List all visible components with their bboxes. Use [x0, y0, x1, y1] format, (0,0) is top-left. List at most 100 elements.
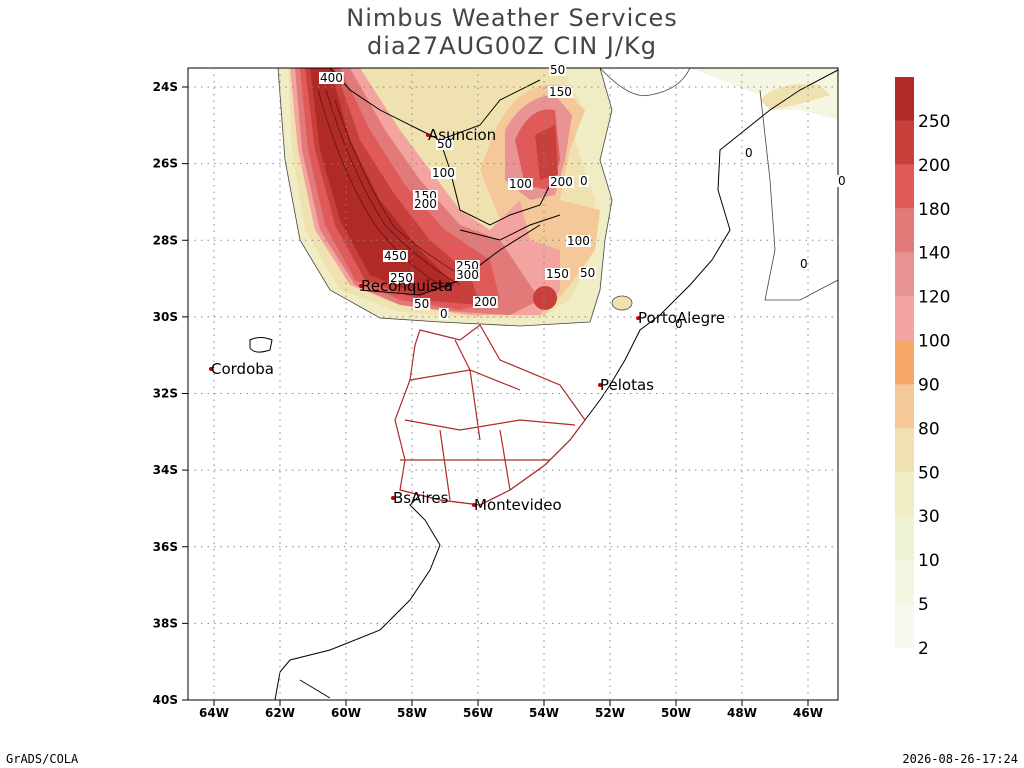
contour-label: 50 — [550, 63, 565, 77]
colorbar-label: 80 — [918, 419, 940, 439]
contour-label-bg — [579, 175, 589, 187]
contour-label-bg — [549, 176, 574, 188]
contour-label-bg — [439, 308, 449, 320]
city-marker — [391, 496, 395, 500]
colorbar-label: 120 — [918, 288, 950, 308]
cities: Asuncion Reconquista PortoAlegre Cordoba Pel… — [209, 126, 725, 514]
lat-tick-label: 30S — [153, 310, 178, 324]
contour-label: 50 — [437, 137, 452, 151]
contour-label: 400 — [320, 71, 343, 85]
colorbar-label: 90 — [918, 375, 940, 395]
contour-label-bg — [319, 72, 344, 84]
field — [249, 68, 838, 700]
lat-tick-label: 28S — [153, 233, 178, 247]
colorbar-swatch — [895, 472, 914, 517]
footer-left: GrADS/COLA — [6, 752, 79, 766]
city-label: Pelotas — [600, 376, 654, 394]
contour-label: 150 — [549, 85, 572, 99]
lat-tick-label: 40S — [153, 693, 178, 707]
colorbar-swatch — [895, 208, 914, 253]
contour-label: 150 — [546, 267, 569, 281]
city-marker — [598, 383, 602, 387]
colorbar-swatch — [895, 252, 914, 297]
lon-tick-label: 58W — [397, 706, 427, 720]
colorbar-label: 200 — [918, 156, 950, 176]
colorbar-label: 2 — [918, 639, 929, 659]
contour-label: 450 — [384, 249, 407, 263]
colorbar-label: 140 — [918, 244, 950, 264]
contour-label: 0 — [580, 174, 588, 188]
contour-label: 200 — [414, 197, 437, 211]
contour-label: 0 — [800, 257, 808, 271]
contour-label: 100 — [567, 234, 590, 248]
plot-frame — [187, 67, 839, 701]
colorbar-swatch — [895, 516, 914, 561]
title: Nimbus Weather Services — [346, 4, 677, 32]
contour-label: 200 — [550, 175, 573, 189]
lat-tick-label: 38S — [153, 616, 178, 630]
contour-label-bg — [545, 268, 570, 280]
contour-label: 0 — [440, 307, 448, 321]
lon-tick-label: 54W — [529, 706, 559, 720]
colorbar-label: 100 — [918, 332, 950, 352]
contour-label-bg — [508, 178, 533, 190]
contour-label-bg — [566, 235, 591, 247]
colorbar-swatch — [895, 120, 914, 165]
lat-tick-label: 26S — [153, 157, 178, 171]
city-marker — [209, 367, 213, 371]
contour-label-bg — [579, 267, 597, 279]
contour-label: 0 — [675, 317, 683, 331]
contour-label-bg — [413, 298, 431, 310]
contour-label-bg — [389, 272, 414, 284]
lon-tick-label: 64W — [199, 706, 229, 720]
lat-tick-label: 24S — [153, 80, 178, 94]
contour-label: 0 — [745, 146, 753, 160]
lon-tick-label: 62W — [265, 706, 295, 720]
contour-label: 100 — [432, 166, 455, 180]
contour-label-bg — [431, 167, 456, 179]
city-marker — [426, 133, 430, 137]
contour-label-bg — [549, 64, 567, 76]
colorbar-label: 50 — [918, 463, 940, 483]
contour-label-bg — [455, 269, 480, 281]
city-marker — [359, 284, 363, 288]
colorbar-label: 250 — [918, 112, 950, 132]
lat-tick-label: 36S — [153, 540, 178, 554]
colorbar-label: 5 — [918, 595, 929, 615]
colorbar-label: 30 — [918, 507, 940, 527]
footer-right: 2026-08-26-17:24 — [902, 752, 1018, 766]
lon-tick-label: 56W — [463, 706, 493, 720]
city-label: Cordoba — [211, 360, 274, 378]
contour-label-bg — [837, 175, 847, 187]
subtitle: dia27AUG00Z CIN J/Kg — [367, 32, 657, 60]
colorbar-label: 180 — [918, 200, 950, 220]
city-marker — [472, 503, 476, 507]
colorbar-swatch — [895, 604, 914, 648]
contour-label: 50 — [414, 297, 429, 311]
city-label: Asuncion — [428, 126, 496, 144]
contour-label-bg — [413, 198, 438, 210]
contour-label: 250 — [390, 271, 413, 285]
contour-label-bg — [744, 147, 754, 159]
colorbar-swatch — [895, 384, 914, 429]
lon-tick-label: 52W — [595, 706, 625, 720]
city-label: Montevideo — [474, 496, 562, 514]
city-label: Reconquista — [361, 277, 453, 295]
lon-tick-label: 60W — [331, 706, 361, 720]
lon-tick-label: 48W — [727, 706, 757, 720]
contour-label-bg — [383, 250, 408, 262]
lon-tick-label: 46W — [793, 706, 823, 720]
colorbar: 2 5 10 30 50 80 90 100 120 140 180 200 250 — [895, 77, 950, 659]
contour-label-bg — [436, 138, 454, 150]
colorbar-label: 10 — [918, 551, 940, 571]
colorbar-swatch — [895, 164, 914, 209]
colorbar-swatch — [895, 428, 914, 473]
contour-label-bg — [674, 318, 684, 330]
colorbar-swatch — [895, 560, 914, 605]
colorbar-swatch — [895, 296, 914, 341]
contour-label-bg — [799, 258, 809, 270]
colorbar-swatch — [895, 340, 914, 385]
colorbar-swatch — [895, 77, 914, 121]
